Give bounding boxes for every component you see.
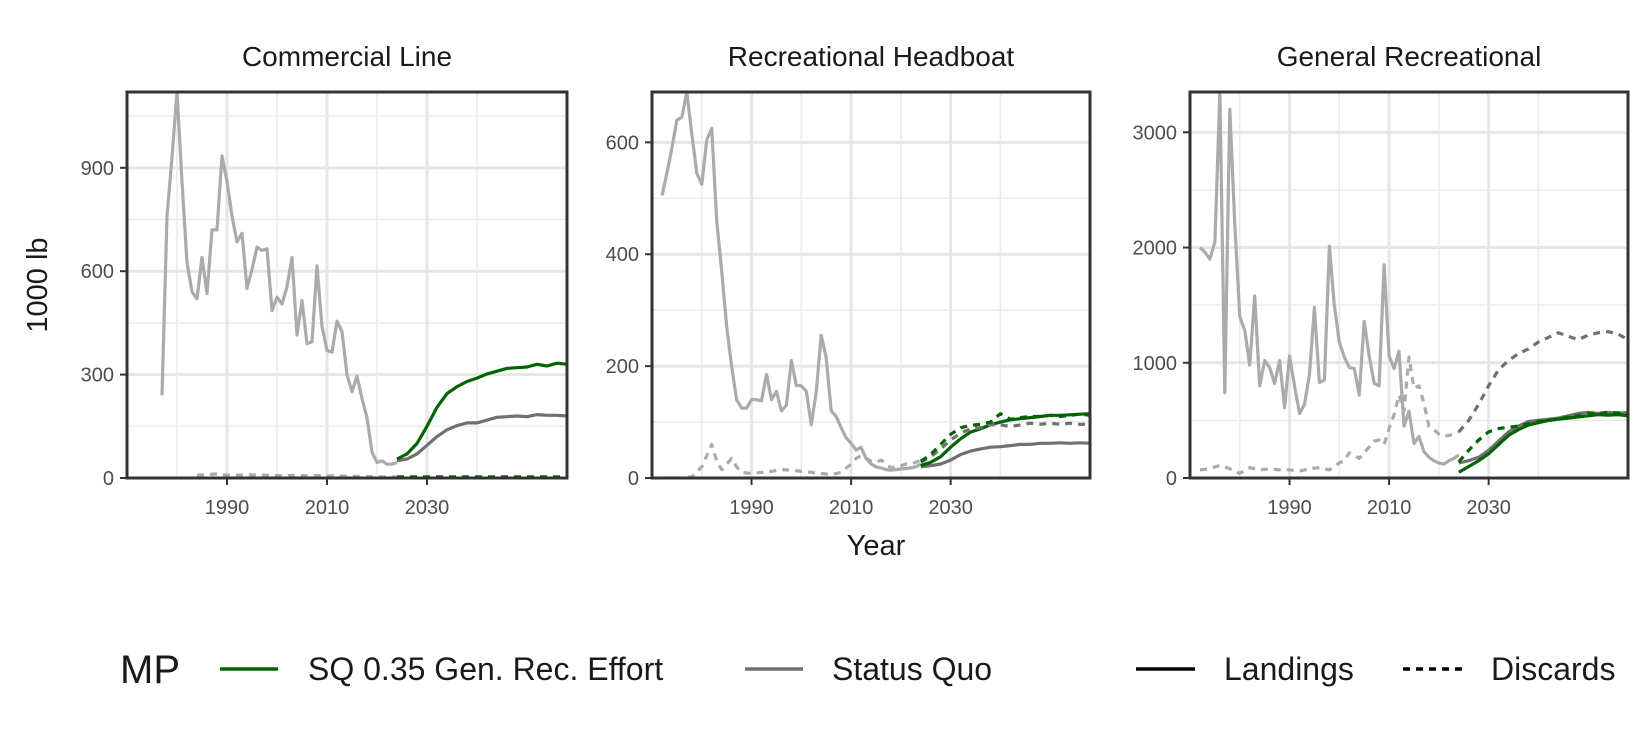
legend-title: MP <box>120 648 180 692</box>
y-axis: 0 200 400 600 <box>606 132 652 490</box>
x-tick-label: 1990 <box>729 497 774 519</box>
y-tick-label: 0 <box>1166 468 1177 490</box>
legend: MP SQ 0.35 Gen. Rec. Effort Status Quo Land… <box>120 648 1615 692</box>
y-tick-label: 600 <box>81 261 114 283</box>
y-axis: 0 300 600 900 <box>81 158 127 490</box>
y-tick-label: 1000 <box>1133 353 1178 375</box>
legend-label-type: Discards <box>1491 651 1615 687</box>
series-lines <box>660 92 1090 478</box>
series-historical-landings <box>160 92 398 466</box>
legend-label-type: Landings <box>1224 651 1354 687</box>
panel-1: Commercial Line 0 300 600 900 1990 2010 2030 <box>81 41 569 519</box>
panel-border <box>1188 90 1630 480</box>
series-sq035-landings <box>396 361 567 461</box>
gridlines <box>127 92 567 480</box>
legend-label-mp: SQ 0.35 Gen. Rec. Effort <box>308 651 663 687</box>
series-historical-landings <box>1198 92 1460 466</box>
x-tick-label: 1990 <box>205 497 250 519</box>
panel-border <box>650 90 1092 480</box>
series-historical-landings <box>660 92 922 472</box>
series-status_quo-landings <box>920 441 1090 469</box>
series-sq035-discards <box>919 412 1090 463</box>
legend-label-mp: Status Quo <box>832 651 992 687</box>
gridlines <box>652 92 1090 480</box>
series-sq035-discards <box>1457 410 1628 463</box>
panel-title: Recreational Headboat <box>728 41 1015 72</box>
panel-3: General Recreational 0 1000 2000 3000 1990 201… <box>1133 41 1630 519</box>
x-tick-label: 2010 <box>1367 497 1412 519</box>
series-status_quo-discards <box>1457 330 1628 433</box>
x-tick-label: 2010 <box>305 497 350 519</box>
x-tick-label: 2030 <box>1466 497 1511 519</box>
panel-title: General Recreational <box>1277 41 1542 72</box>
panel-border <box>125 90 569 480</box>
y-tick-label: 200 <box>606 356 639 378</box>
x-tick-label: 2010 <box>829 497 874 519</box>
series-lines <box>160 92 567 478</box>
panel-2: Recreational Headboat 0 200 400 600 1990 2010 2… <box>606 41 1092 519</box>
panel-title: Commercial Line <box>242 41 452 72</box>
x-tick-label: 2030 <box>928 497 973 519</box>
y-tick-label: 900 <box>81 158 114 180</box>
x-axis: 1990 2010 2030 <box>729 478 973 519</box>
x-tick-label: 1990 <box>1267 497 1312 519</box>
y-tick-label: 400 <box>606 244 639 266</box>
series-historical-discards <box>1199 355 1460 475</box>
y-tick-label: 2000 <box>1133 238 1178 260</box>
x-tick-label: 2030 <box>405 497 450 519</box>
y-tick-label: 300 <box>81 365 114 387</box>
x-axis-title: Year <box>847 530 906 562</box>
y-axis: 0 1000 2000 3000 <box>1133 122 1190 490</box>
series-status_quo-landings <box>396 413 567 463</box>
y-tick-label: 3000 <box>1133 122 1178 144</box>
series-historical-discards <box>662 442 922 478</box>
series-lines <box>1198 92 1628 475</box>
x-axis: 1990 2010 2030 <box>205 478 450 519</box>
y-tick-label: 0 <box>628 468 639 490</box>
y-tick-label: 0 <box>103 468 114 490</box>
y-tick-label: 600 <box>606 132 639 154</box>
x-axis: 1990 2010 2030 <box>1267 478 1511 519</box>
y-axis-title: 1000 lb <box>22 237 54 332</box>
series-sq035-landings <box>1458 413 1628 474</box>
series-status_quo-discards <box>920 421 1090 464</box>
